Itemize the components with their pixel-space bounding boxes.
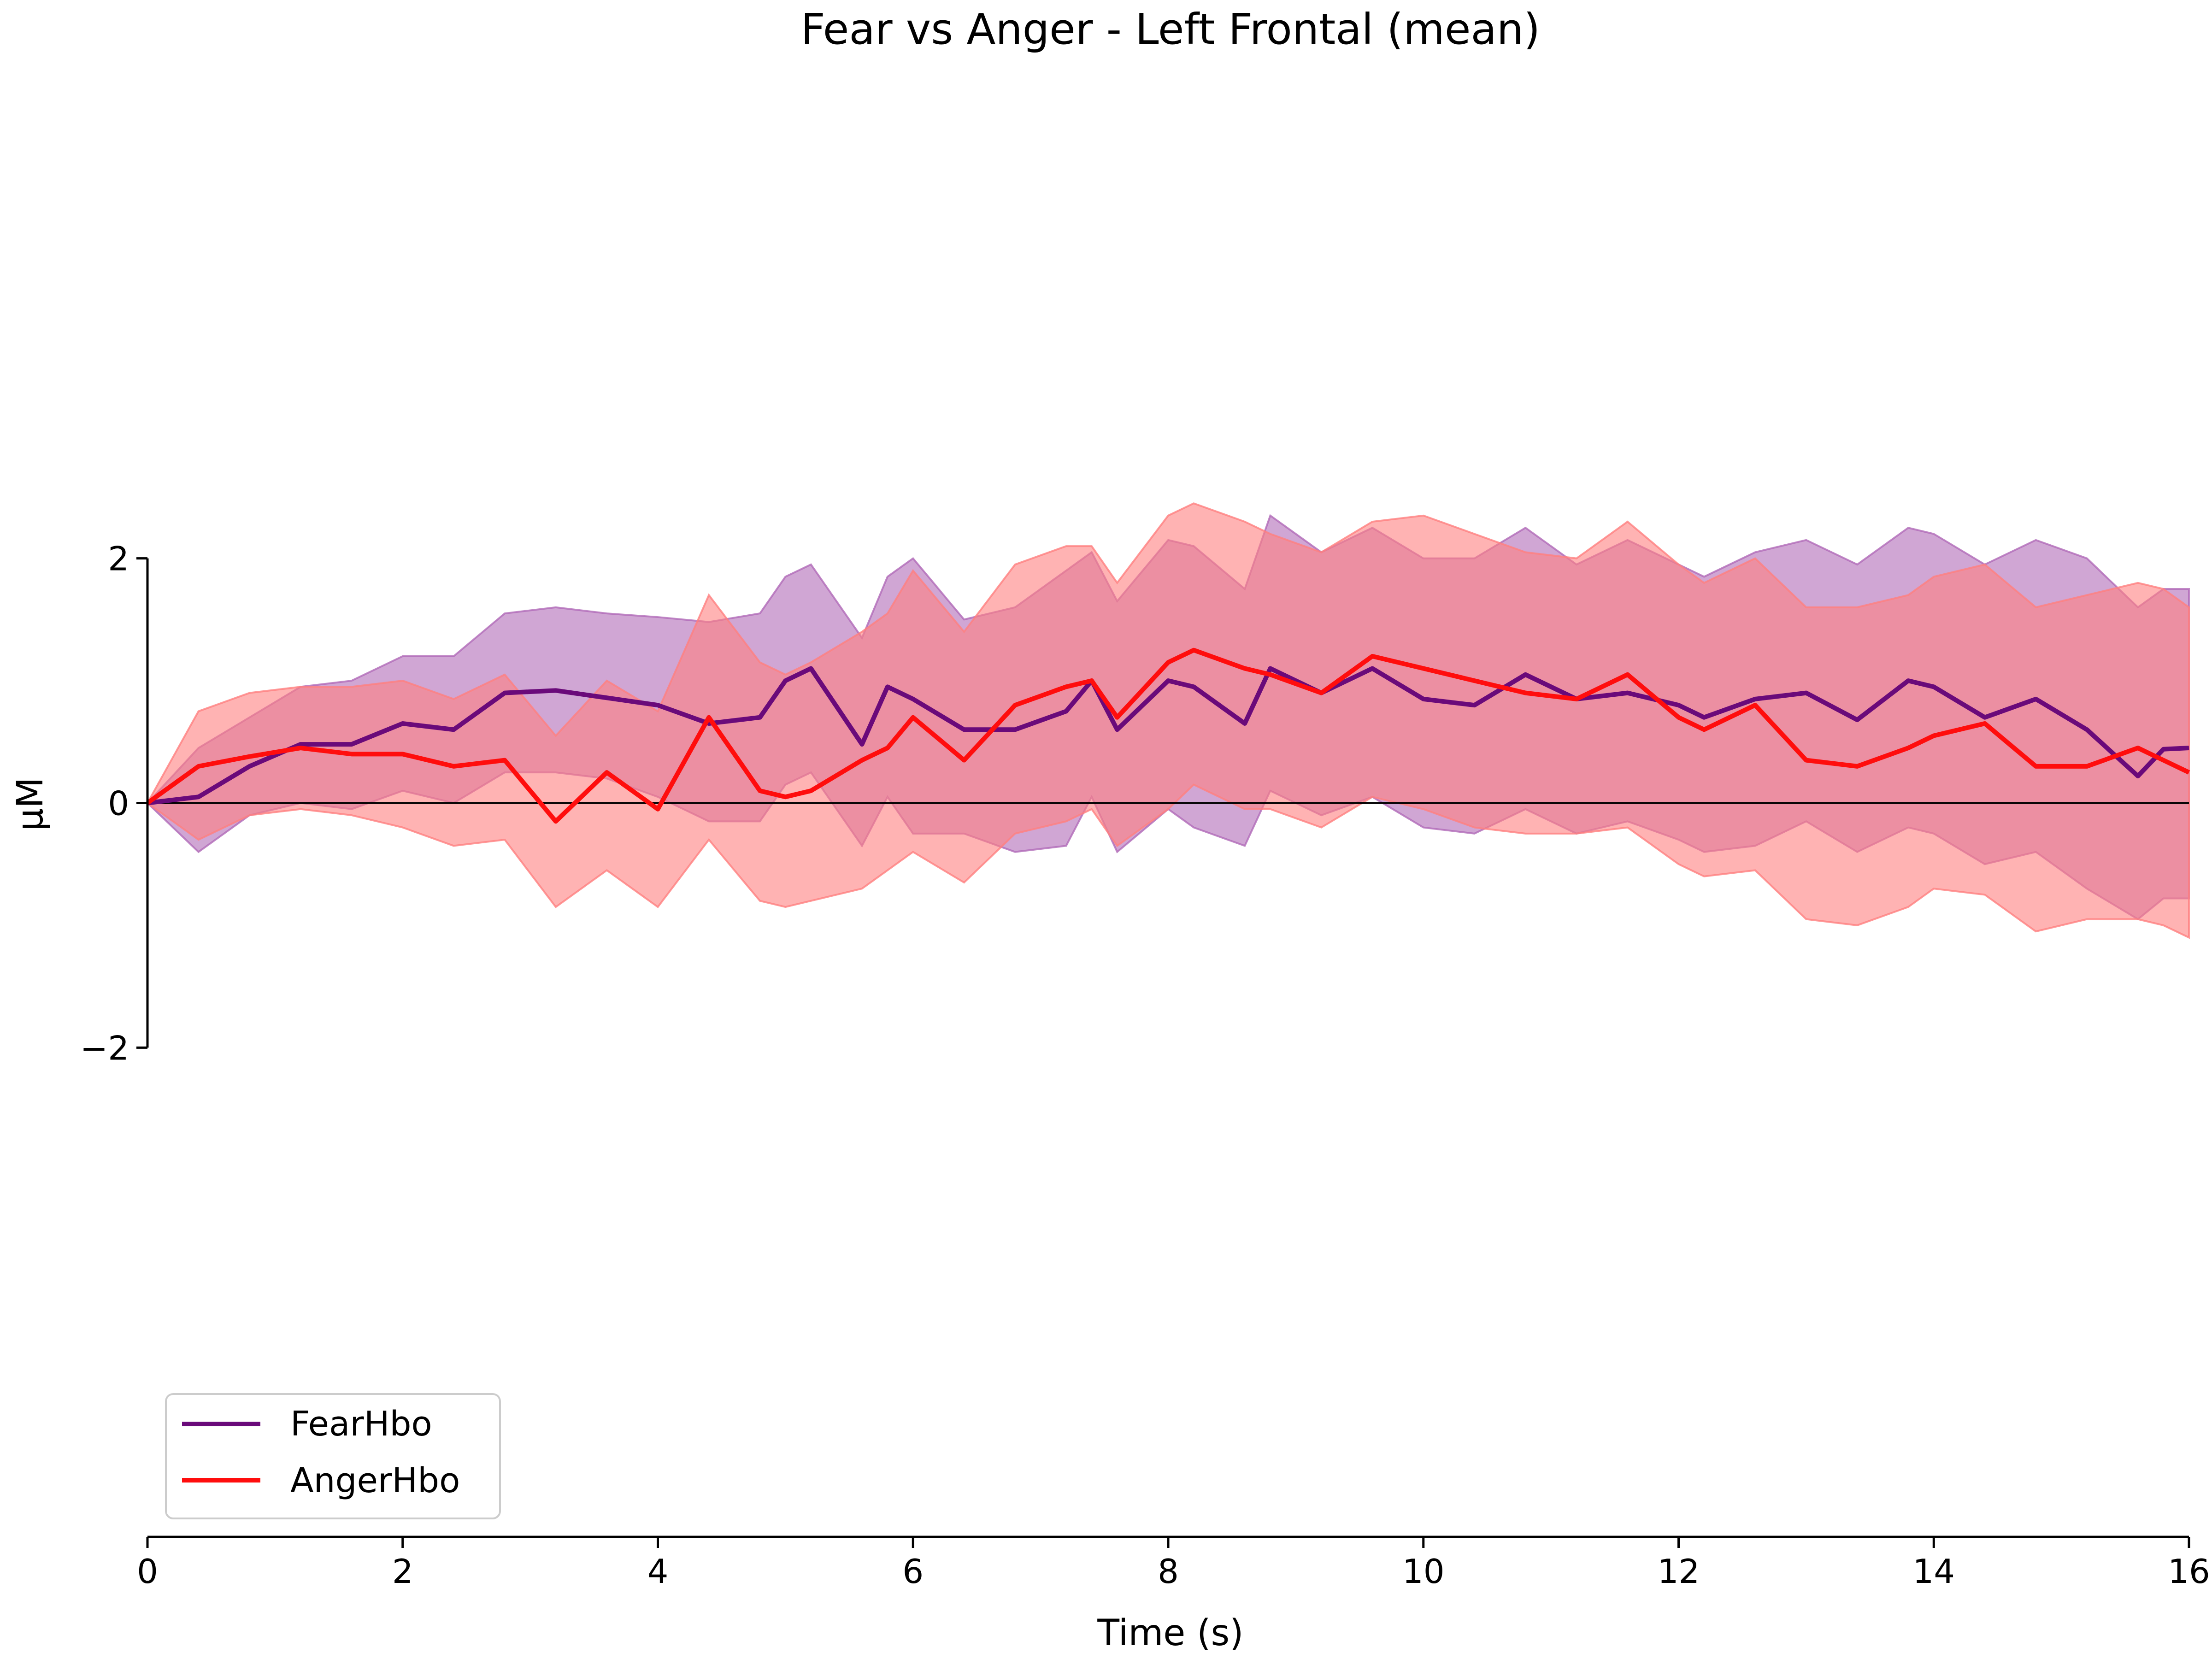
legend: FearHbo AngerHbo xyxy=(165,1393,501,1519)
line-fearhbo xyxy=(147,666,2189,806)
y-tick-label: 0 xyxy=(108,784,129,823)
x-tick-label: 6 xyxy=(902,1552,924,1591)
x-tick-label: 0 xyxy=(137,1552,158,1591)
x-tick-label: 10 xyxy=(1402,1552,1445,1591)
legend-label-fearhbo: FearHbo xyxy=(290,1404,432,1444)
x-tick-label: 8 xyxy=(1158,1552,1179,1591)
x-axis: 0 2 4 6 8 10 12 14 16 xyxy=(137,1535,2210,1591)
x-axis-label: Time (s) xyxy=(1097,1612,1243,1654)
y-axis: −2 0 2 xyxy=(80,540,149,1067)
y-tick-label: 2 xyxy=(108,540,129,578)
y-tick-label: −2 xyxy=(80,1029,129,1067)
series-lines xyxy=(146,647,2190,824)
y-axis-label: µM xyxy=(10,777,51,831)
x-tick-label: 12 xyxy=(1658,1552,1700,1591)
x-tick-label: 16 xyxy=(2168,1552,2210,1591)
x-tick-label: 2 xyxy=(392,1552,413,1591)
legend-label-angerhbo: AngerHbo xyxy=(290,1461,460,1500)
confidence-bands xyxy=(146,502,2190,939)
x-tick-label: 14 xyxy=(1912,1552,1955,1591)
chart-title: Fear vs Anger - Left Frontal (mean) xyxy=(801,5,1540,54)
x-tick-label: 4 xyxy=(647,1552,669,1591)
line-angerhbo xyxy=(146,647,2190,824)
